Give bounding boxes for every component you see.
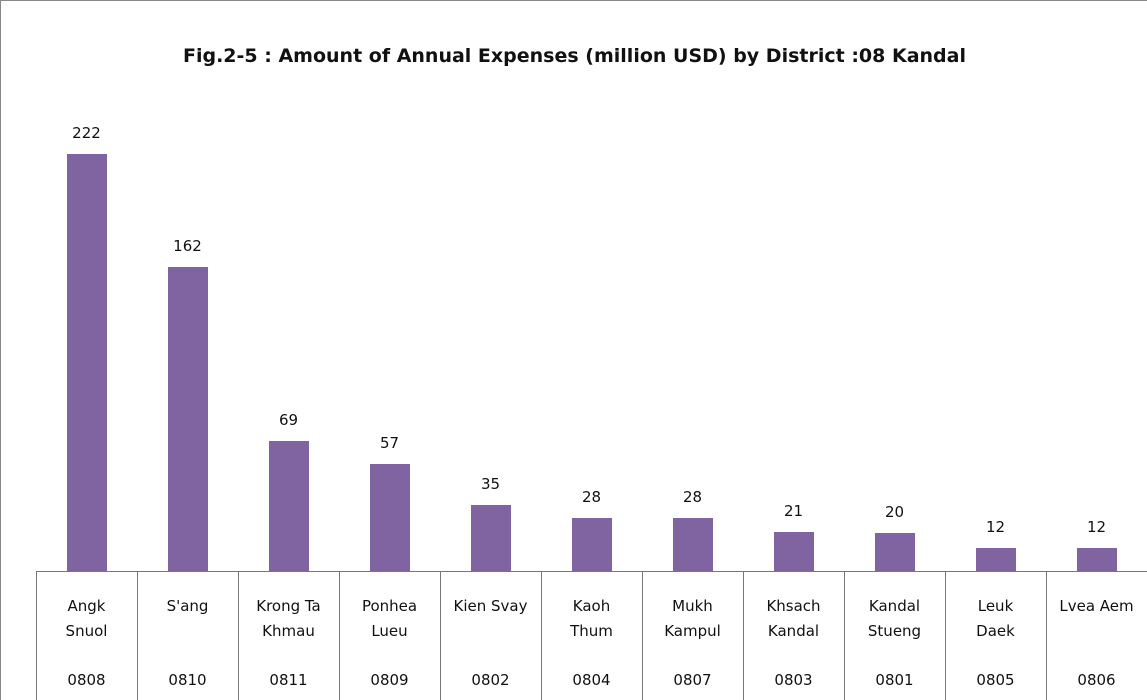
chart-title: Fig.2-5 : Amount of Annual Expenses (mil… (183, 45, 966, 67)
table-cell (137, 571, 238, 700)
table-cell (844, 571, 945, 700)
data-label: 28 (581, 488, 602, 507)
table-cell (945, 571, 1046, 700)
bar (975, 548, 1016, 571)
x-tick-label: Angk Snuol (65, 597, 108, 640)
data-label: 35 (480, 475, 501, 494)
table-cell (541, 571, 642, 700)
district-code: 0802 (471, 671, 510, 689)
table-cell (36, 571, 137, 700)
data-label: 69 (278, 411, 299, 430)
data-label: 162 (173, 236, 202, 255)
table-cell (743, 571, 844, 700)
x-tick-label: Mukh Kampul (664, 597, 721, 640)
data-label: 222 (72, 124, 101, 143)
bar (268, 441, 309, 571)
district-code: 0804 (572, 671, 611, 689)
bar (773, 531, 814, 571)
bar (369, 463, 410, 571)
bar (66, 154, 107, 571)
bar (874, 533, 915, 571)
bar (1076, 548, 1117, 571)
district-code: 0811 (269, 671, 308, 689)
bar (470, 505, 511, 571)
table-cell (440, 571, 541, 700)
x-tick-label: Leuk Daek (976, 597, 1015, 640)
district-code: 0810 (168, 671, 207, 689)
bar (167, 266, 208, 571)
bar (672, 518, 713, 571)
x-tick-label: Ponhea Lueu (361, 597, 418, 640)
table-cell (339, 571, 440, 700)
bar (571, 518, 612, 571)
district-code: 0805 (976, 671, 1015, 689)
data-label: 12 (985, 518, 1006, 537)
table-cell (642, 571, 743, 700)
x-tick-label: Krong Ta Khmau (256, 597, 321, 640)
x-tick-label: Kien Svay (453, 597, 528, 615)
x-tick-label: Khsach Kandal (766, 597, 821, 640)
district-code: 0809 (370, 671, 409, 689)
district-code: 0801 (875, 671, 914, 689)
district-code: 0803 (774, 671, 813, 689)
data-label: 28 (682, 488, 703, 507)
x-tick-label: S'ang (166, 597, 209, 615)
data-label: 12 (1086, 518, 1107, 537)
x-tick-label: Kandal Stueng (867, 597, 922, 640)
district-code: 0808 (67, 671, 106, 689)
x-tick-label: Lvea Aem (1059, 597, 1134, 615)
data-label: 21 (783, 501, 804, 520)
district-code: 0806 (1077, 671, 1116, 689)
x-tick-label: Kaoh Thum (570, 597, 613, 640)
table-cell (238, 571, 339, 700)
data-label: 20 (884, 503, 905, 522)
data-label: 57 (379, 433, 400, 452)
district-code: 0807 (673, 671, 712, 689)
table-cell (1046, 571, 1147, 700)
